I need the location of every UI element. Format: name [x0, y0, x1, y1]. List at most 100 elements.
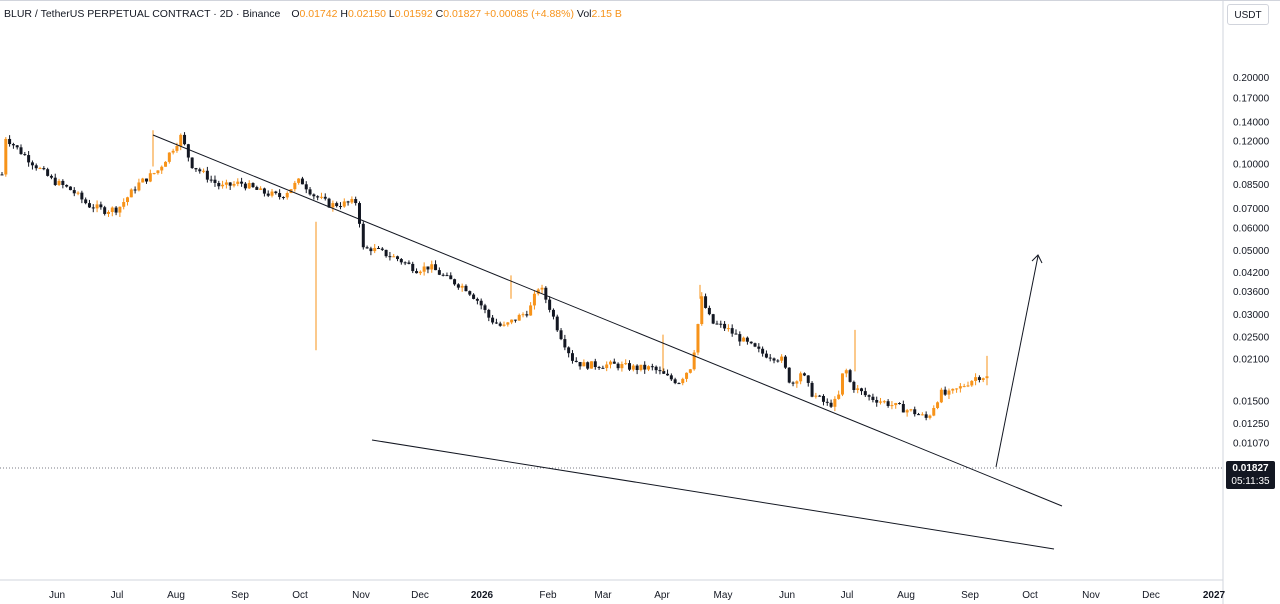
candle-body — [582, 362, 586, 367]
upper-trendline[interactable] — [152, 134, 1063, 507]
candle-body — [224, 182, 228, 185]
candle-body — [742, 337, 746, 342]
candle-body — [95, 204, 99, 209]
candle-body — [308, 189, 312, 195]
candle-body — [494, 322, 498, 324]
time-tick-label: Sep — [231, 590, 249, 601]
candle-body — [449, 275, 453, 280]
candle-body — [662, 371, 666, 374]
candle-body — [103, 207, 107, 214]
candle-body — [259, 188, 263, 190]
candle-body — [437, 270, 441, 275]
price-tick-label: 0.02100 — [1233, 354, 1270, 365]
price-tick-label: 0.05000 — [1233, 246, 1270, 257]
candle-body — [955, 388, 959, 390]
candle-body — [704, 296, 708, 308]
candle-body — [483, 305, 487, 310]
candle-body — [19, 147, 23, 155]
price-tick-label: 0.01250 — [1233, 419, 1270, 430]
candle-body — [711, 314, 715, 324]
candle-body — [312, 194, 316, 197]
candle-body — [148, 173, 152, 182]
candle-body — [840, 373, 844, 395]
candle-body — [167, 152, 171, 162]
candle-body — [456, 284, 460, 288]
candle-body — [597, 367, 601, 369]
candle-body — [293, 182, 297, 190]
currency-button[interactable]: USDT — [1227, 4, 1269, 25]
time-tick-label: Nov — [1082, 590, 1100, 601]
candle-body — [365, 247, 369, 249]
candle-body — [947, 390, 951, 395]
candle-body — [795, 381, 799, 384]
price-tick-label: 0.03000 — [1233, 310, 1270, 321]
candle-body — [551, 309, 555, 317]
candle-body — [673, 379, 677, 384]
candle-body — [738, 334, 742, 342]
price-tick-label: 0.10000 — [1233, 160, 1270, 171]
candle-body — [350, 199, 354, 203]
candle-body — [666, 373, 670, 376]
price-tick-label: 0.08500 — [1233, 180, 1270, 191]
time-tick-label: Aug — [897, 590, 915, 601]
candle-body — [99, 204, 103, 208]
price-tick-label: 0.01070 — [1233, 439, 1270, 450]
candle-body — [445, 275, 449, 277]
candle-series — [0, 130, 989, 421]
price-tick-label: 0.03600 — [1233, 287, 1270, 298]
candle-body — [859, 388, 863, 392]
candle-body — [898, 403, 902, 405]
time-tick-label: Sep — [961, 590, 979, 601]
candle-body — [605, 364, 609, 369]
candle-body — [464, 285, 468, 292]
price-axis[interactable]: 0.20000 0.17000 0.14000 0.12000 0.10000 0.085… — [1233, 73, 1270, 450]
candle-body — [357, 203, 361, 224]
candle-body — [72, 190, 76, 194]
candle-body — [11, 144, 15, 146]
high-value: 0.02150 — [347, 8, 386, 20]
candle-body — [15, 145, 19, 148]
candle-body — [27, 155, 31, 163]
candle-body — [251, 183, 255, 188]
candle-body — [871, 396, 875, 400]
candle-body — [91, 207, 95, 209]
time-tick-label: Dec — [411, 590, 429, 601]
candle-body — [141, 178, 145, 183]
candle-body — [875, 399, 879, 403]
time-tick-label: 2027 — [1203, 590, 1226, 601]
candle-body — [418, 271, 422, 274]
candle-body — [491, 317, 495, 323]
candle-body — [867, 395, 871, 397]
candle-body — [118, 206, 122, 213]
candle-body — [844, 370, 848, 374]
candle-body — [764, 353, 768, 358]
candle-body — [384, 249, 388, 257]
candle-body — [749, 341, 753, 344]
candle-body — [156, 170, 160, 174]
symbol-title[interactable]: BLUR / TetherUS PERPETUAL CONTRACT · 2D … — [4, 8, 281, 20]
last-price-value: 0.01827 — [1232, 463, 1269, 474]
candle-body — [563, 339, 567, 348]
time-tick-label: Oct — [1022, 590, 1038, 601]
time-tick-label: Mar — [594, 590, 612, 601]
time-axis[interactable]: Jun Jul Aug Sep Oct Nov Dec 2026 Feb Mar Apr May Jun… — [49, 590, 1226, 601]
lower-trendline[interactable] — [371, 439, 1055, 550]
price-tick-label: 0.14000 — [1233, 118, 1270, 129]
projection-arrow-line[interactable] — [995, 255, 1039, 468]
candle-body — [426, 266, 430, 270]
candle-body — [243, 183, 247, 189]
candle-body — [502, 324, 506, 326]
candle-body — [787, 367, 791, 383]
candle-body — [479, 300, 483, 306]
candle-body — [780, 356, 784, 361]
candle-body — [924, 414, 928, 418]
candle-body — [270, 191, 274, 196]
open-label: O — [291, 8, 300, 20]
candle-body — [122, 202, 126, 207]
candle-body — [46, 169, 50, 176]
candle-body — [8, 138, 12, 145]
candle-body — [647, 366, 651, 370]
candle-body — [715, 323, 719, 325]
candle-body — [213, 179, 217, 183]
